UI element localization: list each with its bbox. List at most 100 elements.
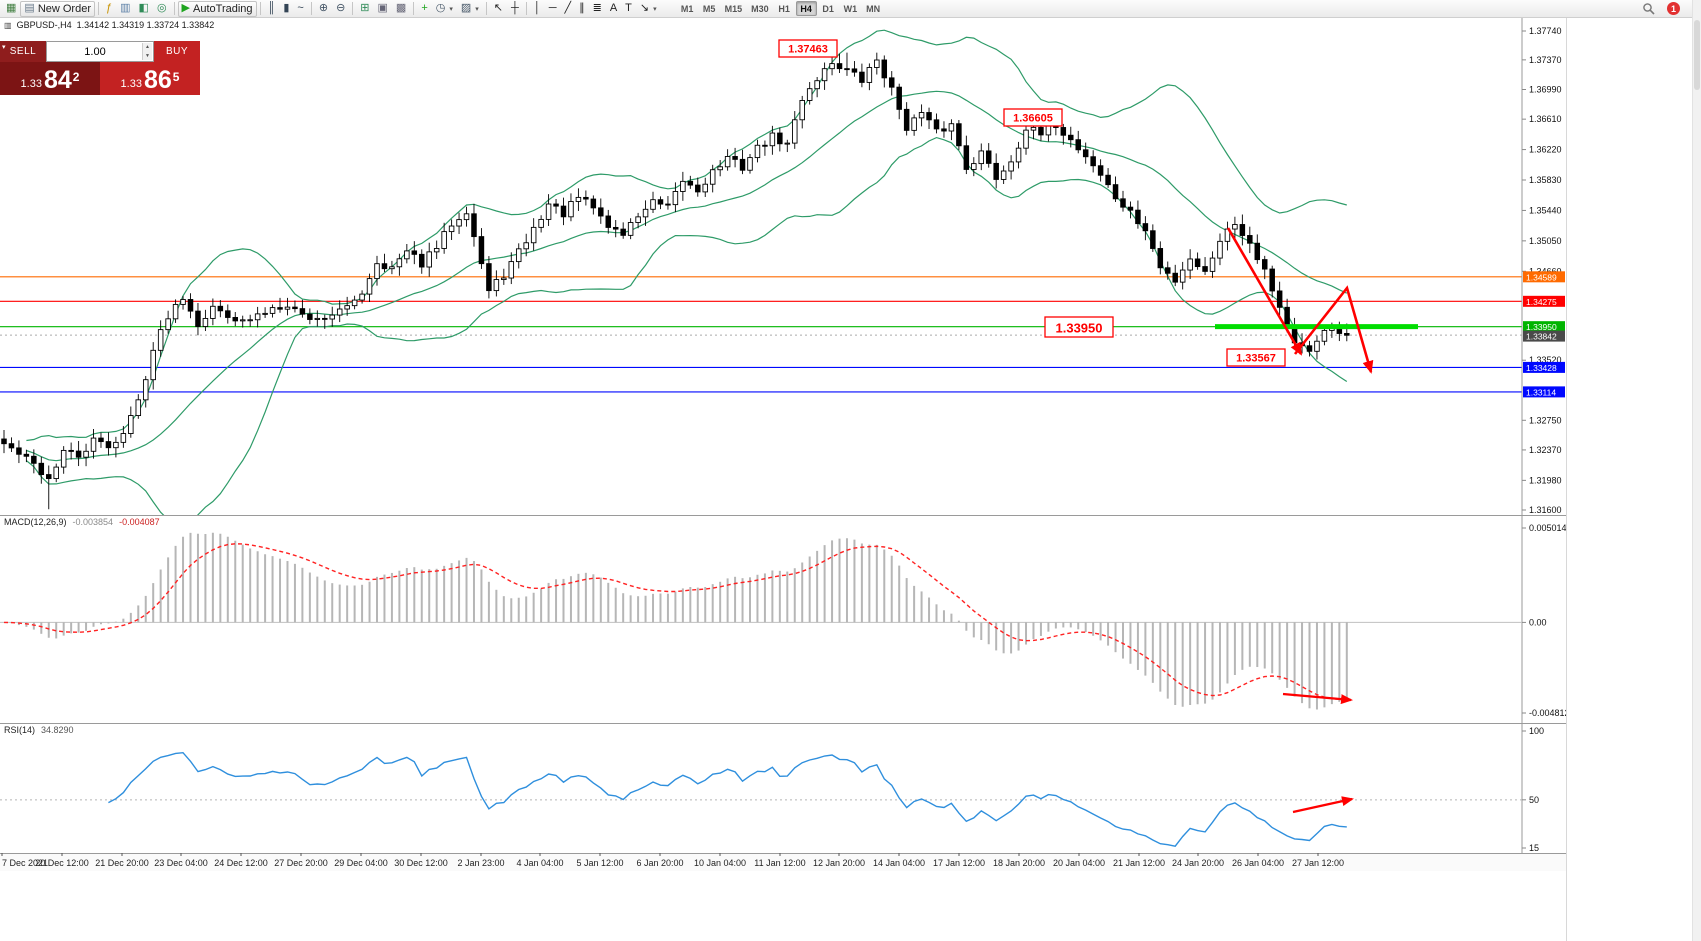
channel-tool-button[interactable]: ∥	[575, 1, 589, 17]
macd-title: MACD(12,26,9)	[4, 517, 67, 527]
timeframe-m15-button[interactable]: M15	[724, 3, 743, 14]
sell-button[interactable]: SELL	[0, 41, 46, 62]
tile-windows-button[interactable]: ⊞	[356, 1, 373, 17]
bar-chart-button[interactable]: ║	[264, 1, 280, 17]
timeframe-h4-button[interactable]: H4	[795, 1, 817, 16]
chart-icon: ▥	[4, 20, 12, 30]
trendline-tool-icon: ╱	[564, 2, 572, 14]
add-chart-button[interactable]: +	[417, 1, 431, 17]
text-tool-button[interactable]: A	[606, 1, 621, 17]
svg-text:4 Jan 04:00: 4 Jan 04:00	[516, 858, 563, 868]
horizontal-level-lines[interactable]	[0, 276, 1522, 393]
navigator-button[interactable]: ◎	[153, 1, 171, 17]
zoom-in-button[interactable]: ⊕	[315, 1, 332, 17]
print-button[interactable]: ▥	[116, 1, 134, 17]
label-tool-button[interactable]: T	[621, 1, 636, 17]
svg-text:1.33950: 1.33950	[1526, 322, 1557, 332]
new-order-icon: ▤	[24, 2, 35, 14]
crosshair-button[interactable]: ┼	[507, 1, 523, 17]
arrange-cascade-button[interactable]: ▩	[392, 1, 410, 17]
print-icon: ▥	[120, 2, 131, 14]
arrows-tool-button[interactable]: ↘ ▾	[636, 1, 661, 17]
candlestick-chart-icon: ▮	[283, 2, 290, 14]
templates-icon: ▨	[460, 2, 472, 14]
scrollbar-thumb[interactable]	[1694, 20, 1700, 90]
timeframe-w1-button[interactable]: W1	[843, 3, 858, 14]
line-chart-button[interactable]: ~	[293, 1, 307, 17]
price-axis-labels: 1.37740 1.37370 1.36990 1.36610 1.36220 1.358…	[1522, 26, 1562, 515]
chart-ohlc-header: ▥ GBPUSD-,H4 1.34142 1.34319 1.33724 1.3…	[4, 20, 214, 30]
timeframe-m5-button[interactable]: M5	[702, 3, 716, 14]
candles	[1, 52, 1350, 510]
timeframe-mn-button[interactable]: MN	[866, 3, 881, 14]
new-order-button[interactable]: ▤ New Order	[20, 0, 95, 17]
search-button[interactable]	[1638, 1, 1659, 17]
svg-text:1.36610: 1.36610	[1529, 114, 1562, 124]
templates-button[interactable]: ▨ ▾	[457, 1, 483, 17]
svg-text:1.35440: 1.35440	[1529, 205, 1562, 215]
zoom-out-button[interactable]: ⊖	[332, 1, 349, 17]
cursor-button[interactable]: ↖	[490, 1, 507, 17]
svg-text:27 Dec 20:00: 27 Dec 20:00	[274, 858, 328, 868]
templates-dropdown-arrow[interactable]: ▾	[475, 5, 479, 13]
svg-text:1.32750: 1.32750	[1529, 415, 1562, 425]
horizontal-line-tool-button[interactable]: ─	[545, 1, 561, 17]
rsi-title: RSI(14)	[4, 725, 36, 735]
rsi-line	[108, 751, 1347, 847]
sell-price-button[interactable]: 1.33 84 2	[0, 62, 100, 95]
toolbar-separator	[259, 2, 261, 15]
new-chart-button[interactable]: ▦	[2, 1, 20, 17]
price-chart[interactable]: 1.37463 1.36605 1.33950 1.33567 1.37740 1.373…	[0, 18, 1566, 515]
expert-advisors-icon: ƒ	[106, 2, 113, 14]
sell-price-sup: 2	[72, 70, 80, 84]
svg-text:1.37740: 1.37740	[1529, 26, 1562, 36]
arrows-tool-dropdown-arrow[interactable]: ▾	[653, 5, 657, 13]
collapse-panel-arrow[interactable]: ▾	[2, 44, 6, 51]
annotation-boxes[interactable]: 1.37463 1.36605 1.33950 1.33567	[778, 39, 1286, 367]
svg-text:18 Jan 20:00: 18 Jan 20:00	[993, 858, 1045, 868]
arrange-tile-button[interactable]: ▣	[374, 1, 392, 17]
volume-input[interactable]	[47, 42, 153, 61]
timeframe-m30-button[interactable]: M30	[751, 3, 769, 14]
main-toolbar: ▦ ▤ New Order ƒ ▥ ◧ ◎ ▶ AutoTrading ║ ▮ ~ ⊕ ⊖ ⊞ ▣ ▩ + ◷ ▾ ▨ ▾…	[0, 0, 1692, 18]
trend-arrows[interactable]	[1226, 227, 1374, 374]
timeframe-h1-button[interactable]: H1	[778, 3, 790, 14]
toolbar-separator	[525, 2, 527, 15]
macd-arrow[interactable]	[1282, 692, 1353, 705]
svg-text:29 Dec 04:00: 29 Dec 04:00	[334, 858, 388, 868]
fibonacci-tool-button[interactable]: ≣	[589, 1, 606, 17]
rsi-arrow[interactable]	[1292, 796, 1354, 814]
trendline-tool-button[interactable]: ╱	[560, 1, 575, 17]
timeframe-d1-button[interactable]: D1	[822, 3, 834, 14]
buy-price-big: 86	[143, 66, 172, 94]
volume-down-arrow[interactable]: ▼	[143, 51, 152, 60]
add-chart-icon: +	[421, 2, 428, 14]
svg-text:1.37463: 1.37463	[788, 44, 828, 56]
buy-button[interactable]: BUY	[154, 41, 200, 62]
candlestick-chart-button[interactable]: ▮	[279, 1, 293, 17]
svg-text:24 Jan 20:00: 24 Jan 20:00	[1172, 858, 1224, 868]
volume-up-arrow[interactable]: ▲	[143, 43, 152, 52]
buy-price-prefix: 1.33	[120, 78, 142, 90]
macd-value-main: -0.003854	[72, 517, 114, 527]
macd-panel[interactable]: 0.005014 0.00 -0.004812	[0, 515, 1566, 723]
buy-price-button[interactable]: 1.33 86 5	[100, 62, 200, 95]
vertical-scrollbar[interactable]	[1692, 0, 1701, 941]
svg-text:0.005014: 0.005014	[1529, 523, 1566, 533]
notification-badge[interactable]: 1	[1667, 2, 1680, 15]
svg-text:0.00: 0.00	[1529, 617, 1547, 627]
data-window-icon: ◧	[138, 2, 149, 14]
data-window-button[interactable]: ◧	[135, 1, 153, 17]
svg-text:26 Jan 04:00: 26 Jan 04:00	[1232, 858, 1284, 868]
vertical-line-tool-button[interactable]: │	[530, 1, 545, 17]
expert-advisors-button[interactable]: ƒ	[102, 1, 116, 17]
rsi-panel[interactable]: 100 50 15	[0, 723, 1566, 853]
channel-tool-icon: ∥	[579, 2, 585, 14]
toolbar-separator	[413, 2, 415, 15]
svg-text:1.36990: 1.36990	[1529, 85, 1562, 95]
autotrading-button[interactable]: ▶ AutoTrading	[177, 0, 257, 17]
periods-button[interactable]: ◷ ▾	[432, 1, 457, 17]
periods-dropdown-arrow[interactable]: ▾	[449, 5, 453, 13]
timeframe-m1-button[interactable]: M1	[680, 3, 694, 14]
